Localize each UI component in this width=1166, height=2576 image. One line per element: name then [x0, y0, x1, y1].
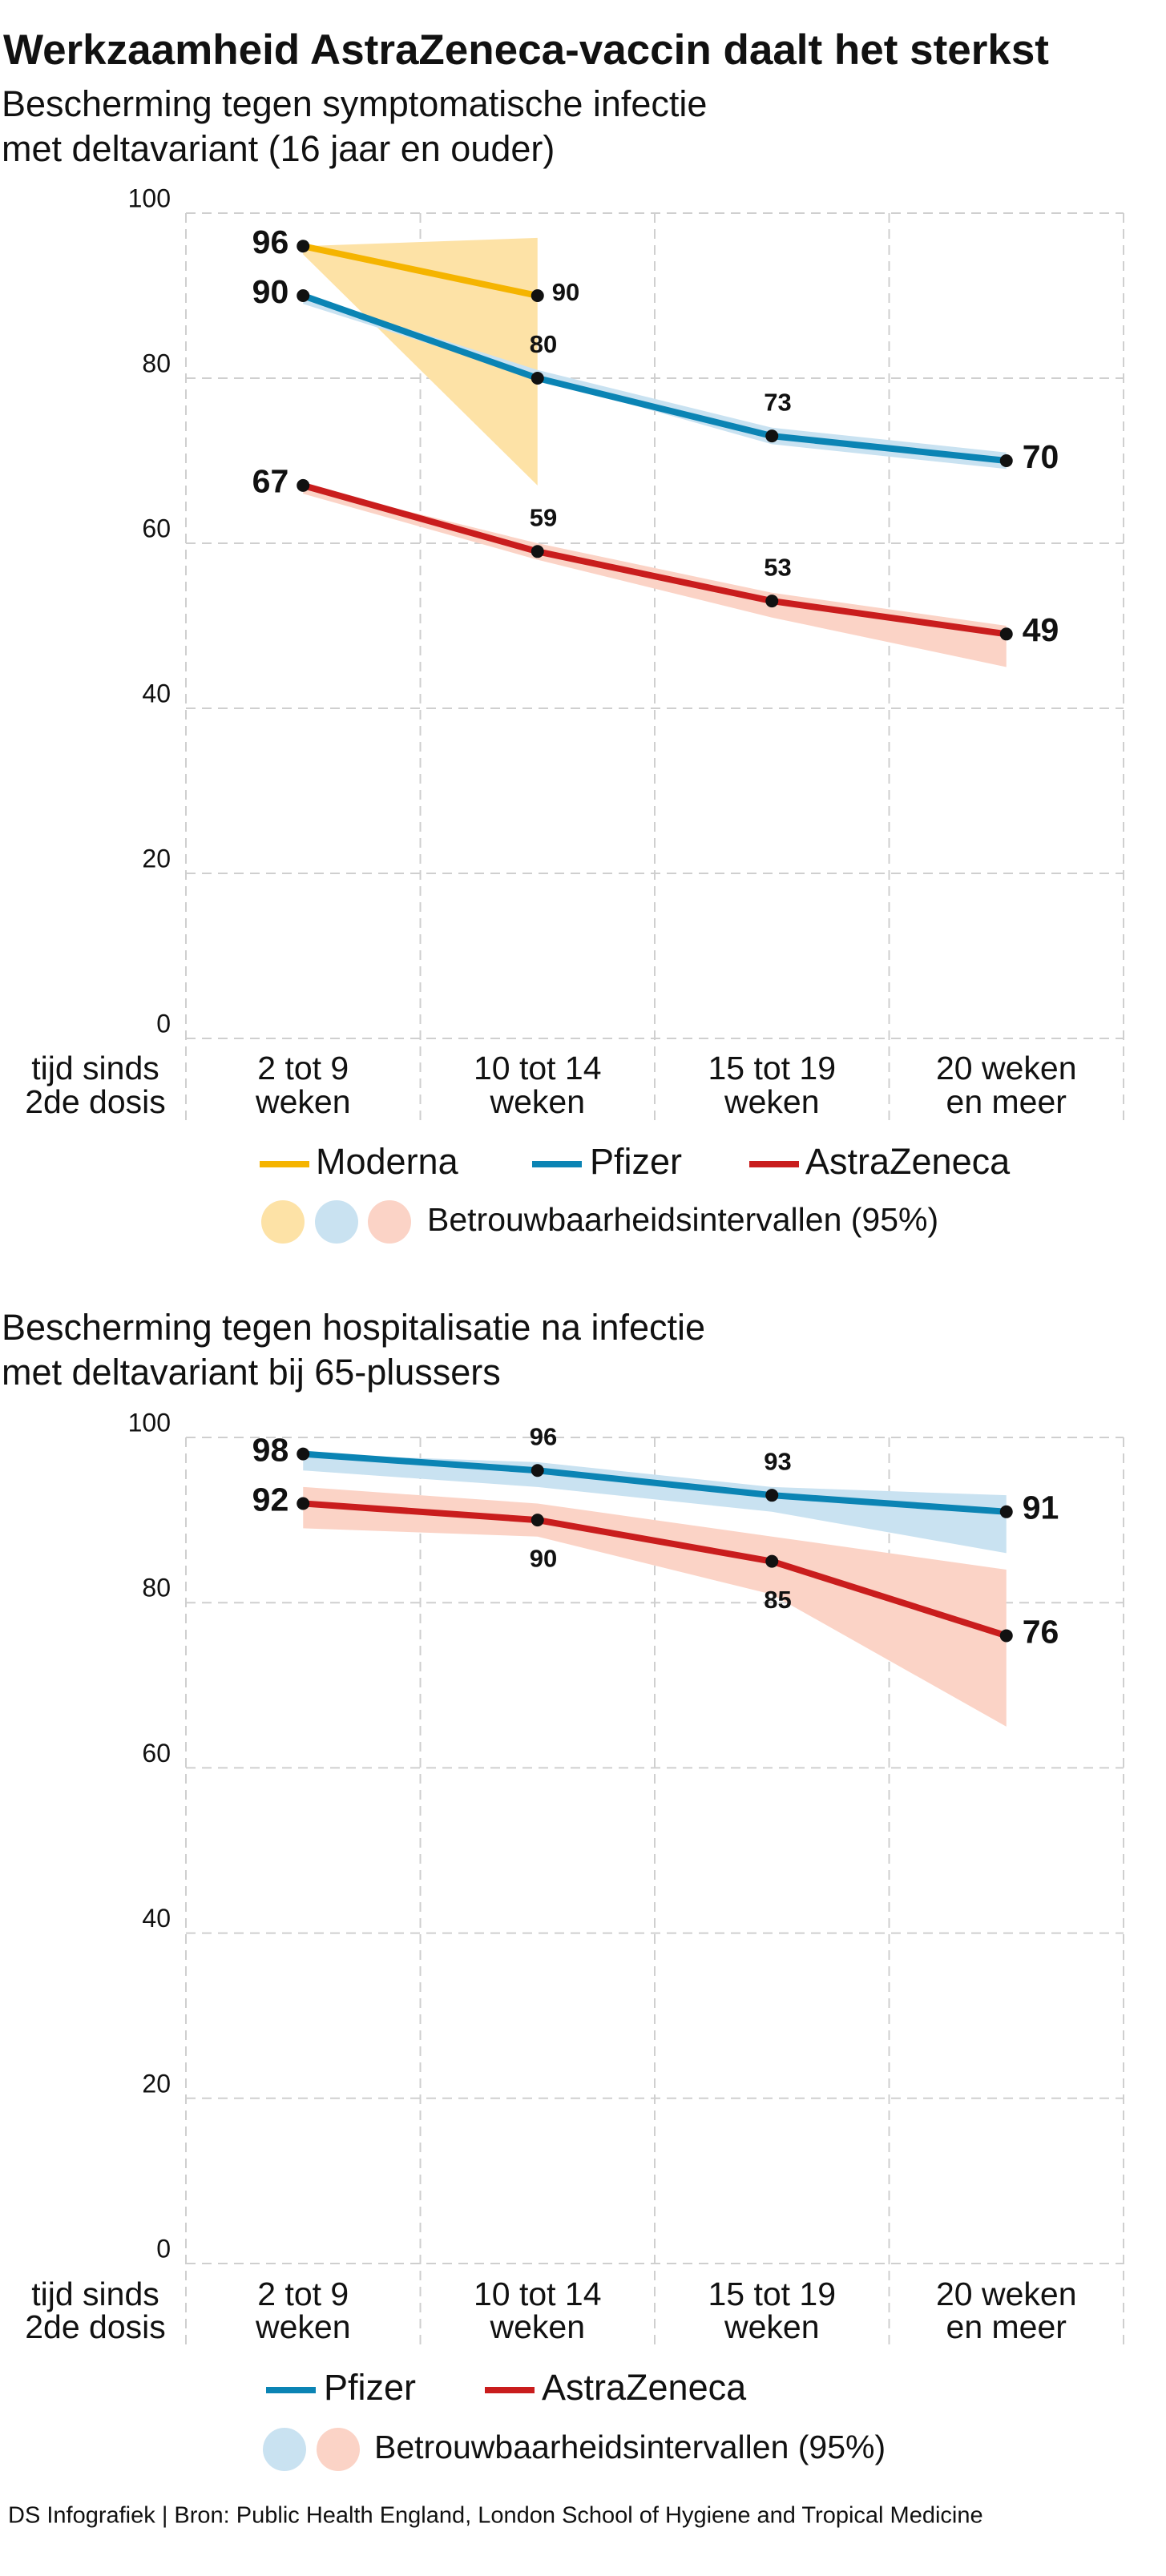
legend-band-swatch [315, 1200, 358, 1244]
value-label: 96 [530, 1422, 557, 1450]
y-tick-label: 80 [142, 1574, 171, 1602]
legend-label: Moderna [316, 1141, 459, 1182]
data-point [297, 1447, 310, 1461]
data-point [297, 478, 310, 492]
x-tick-label: 20 weken [936, 1050, 1077, 1086]
data-point [999, 454, 1013, 467]
value-label: 90 [530, 1544, 557, 1572]
source: DS Infografiek | Bron: Public Health Eng… [8, 2503, 983, 2529]
series-line [302, 482, 1007, 638]
legend-label: AstraZeneca [805, 1141, 1011, 1182]
x-tick-label: en meer [946, 1083, 1067, 1120]
x-tick-label: weken [255, 2308, 351, 2345]
y-tick-label: 0 [156, 2234, 171, 2263]
x-tick-label: weken [489, 1083, 585, 1120]
data-point [531, 1464, 544, 1477]
data-point [297, 240, 310, 253]
confidence-band [303, 1453, 1007, 1554]
value-label: 70 [1023, 438, 1059, 475]
legend-band-swatch [368, 1200, 411, 1244]
x-tick-label: 15 tot 19 [708, 2276, 836, 2312]
x-axis-label: tijd sinds [31, 1050, 159, 1086]
x-tick-label: weken [255, 1083, 351, 1120]
subtitle: Bescherming tegen symptomatische infecti… [2, 83, 707, 124]
data-point [531, 545, 544, 558]
y-tick-label: 40 [142, 679, 171, 707]
value-label: 90 [252, 273, 289, 310]
x-tick-label: 15 tot 19 [708, 1050, 836, 1086]
value-label: 98 [252, 1431, 289, 1468]
interval-label: Betrouwbaarheidsintervallen (95%) [374, 2429, 886, 2465]
data-point [765, 429, 779, 443]
x-tick-label: weken [724, 1083, 820, 1120]
legend-label: AstraZeneca [542, 2367, 747, 2408]
data-point [297, 289, 310, 302]
data-point [765, 1554, 779, 1568]
x-tick-label: en meer [946, 2308, 1067, 2345]
x-tick-label: 10 tot 14 [474, 1050, 602, 1086]
x-axis-label: 2de dosis [25, 1083, 166, 1120]
x-tick-label: 20 weken [936, 2276, 1077, 2312]
subtitle: met deltavariant bij 65-plussers [2, 1352, 501, 1393]
value-label: 93 [764, 1447, 791, 1475]
series-line [302, 1500, 1007, 1639]
y-tick-label: 60 [142, 514, 171, 542]
value-label: 96 [252, 224, 289, 260]
data-point [999, 627, 1013, 641]
data-point [297, 1497, 310, 1510]
y-tick-label: 80 [142, 349, 171, 377]
legend-band-swatch [261, 1200, 305, 1244]
interval-label: Betrouwbaarheidsintervallen (95%) [427, 1201, 938, 1238]
series-line [302, 1450, 1007, 1515]
legend-band-swatch [317, 2428, 360, 2471]
y-tick-label: 20 [142, 844, 171, 873]
legend-band-swatch [263, 2428, 306, 2471]
data-point [765, 1489, 779, 1502]
legend-label: Pfizer [590, 1141, 682, 1182]
x-tick-label: weken [724, 2308, 820, 2345]
value-label: 73 [764, 388, 791, 416]
confidence-band [303, 237, 538, 486]
subtitle: Bescherming tegen hospitalisatie na infe… [2, 1307, 705, 1348]
value-label: 53 [764, 553, 791, 581]
title: Werkzaamheid AstraZeneca-vaccin daalt he… [3, 26, 1049, 74]
y-tick-label: 20 [142, 2069, 171, 2098]
value-label: 92 [252, 1481, 289, 1518]
value-label: 67 [252, 463, 289, 500]
series-line [302, 243, 539, 299]
x-axis-label: 2de dosis [25, 2308, 166, 2345]
value-label: 49 [1023, 611, 1059, 648]
y-tick-label: 0 [156, 1009, 171, 1038]
x-axis-label: tijd sinds [31, 2276, 159, 2312]
confidence-band [303, 1486, 1007, 1727]
subtitle: met deltavariant (16 jaar en ouder) [2, 128, 555, 169]
value-label: 76 [1023, 1613, 1059, 1650]
value-label: 90 [552, 278, 579, 306]
y-tick-label: 100 [128, 183, 171, 212]
data-point [531, 1514, 544, 1527]
data-point [999, 1505, 1013, 1518]
value-label: 91 [1023, 1490, 1059, 1526]
data-point [531, 372, 544, 385]
series-line [301, 292, 1007, 464]
data-point [999, 1629, 1013, 1643]
data-point [765, 595, 779, 608]
x-tick-label: 2 tot 9 [257, 1050, 349, 1086]
x-tick-label: weken [489, 2308, 585, 2345]
legend-label: Pfizer [324, 2367, 416, 2408]
value-label: 59 [530, 503, 557, 531]
x-tick-label: 2 tot 9 [257, 2276, 349, 2312]
value-label: 80 [530, 330, 557, 358]
x-tick-label: 10 tot 14 [474, 2276, 602, 2312]
y-tick-label: 100 [128, 1408, 171, 1437]
data-point [531, 289, 544, 302]
y-tick-label: 60 [142, 1739, 171, 1768]
value-label: 85 [764, 1586, 791, 1614]
y-tick-label: 40 [142, 1904, 171, 1933]
